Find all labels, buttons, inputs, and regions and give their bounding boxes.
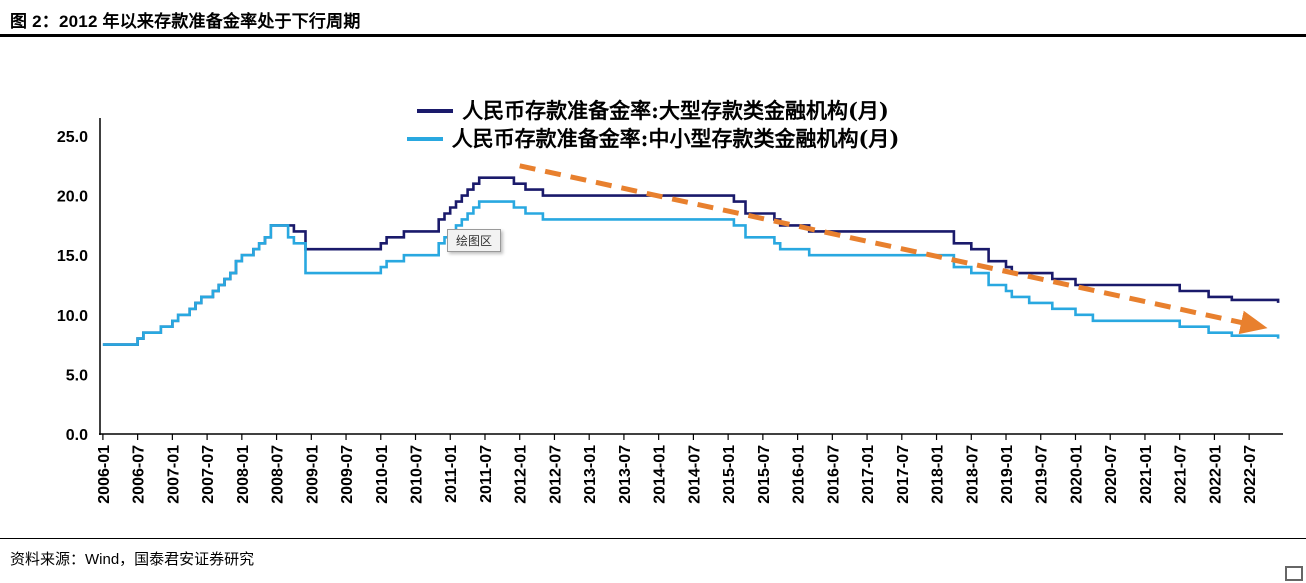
x-tick-label: 2008-07 bbox=[270, 445, 287, 504]
x-tick-label: 2016-07 bbox=[825, 445, 842, 504]
x-tick-label: 2006-01 bbox=[96, 445, 113, 504]
x-tick-label: 2020-07 bbox=[1103, 445, 1120, 504]
x-tick-label: 2009-07 bbox=[339, 445, 356, 504]
y-tick-label: 0.0 bbox=[66, 427, 88, 444]
x-tick-label: 2007-01 bbox=[165, 445, 182, 504]
x-tick-label: 2007-07 bbox=[200, 445, 217, 504]
x-tick-label: 2006-07 bbox=[131, 445, 148, 504]
x-tick-label: 2017-01 bbox=[860, 445, 877, 504]
x-tick-label: 2014-07 bbox=[686, 445, 703, 504]
x-tick-label: 2022-01 bbox=[1207, 445, 1224, 504]
figure-title: 图 2：2012 年以来存款准备金率处于下行周期 bbox=[10, 12, 361, 31]
chart-legend: 人民币存款准备金率:大型存款类金融机构(月) 人民币存款准备金率:中小型存款类金… bbox=[0, 99, 1306, 150]
x-tick-label: 2010-07 bbox=[409, 445, 426, 504]
x-tick-label: 2016-01 bbox=[791, 445, 808, 504]
x-tick-label: 2011-07 bbox=[478, 445, 495, 503]
x-tick-label: 2018-07 bbox=[964, 445, 981, 504]
title-divider bbox=[0, 34, 1306, 37]
x-tick-label: 2012-01 bbox=[513, 445, 530, 504]
trend-arrow bbox=[519, 163, 1268, 335]
x-tick-label: 2015-01 bbox=[721, 445, 738, 504]
chart-area[interactable]: 0.0 5.0 10.0 15.0 20.0 25.0 2006-01 2006-07 2007… bbox=[0, 37, 1306, 537]
legend-item-large-banks: 人民币存款准备金率:大型存款类金融机构(月) bbox=[417, 99, 889, 122]
x-tick-label: 2020-01 bbox=[1069, 445, 1086, 504]
x-tick-label: 2013-07 bbox=[617, 445, 634, 504]
legend-label-large: 人民币存款准备金率:大型存款类金融机构(月) bbox=[462, 98, 889, 123]
series-line-small-banks bbox=[102, 200, 1280, 346]
x-tick-label: 2012-07 bbox=[548, 445, 565, 504]
x-tick-label: 2021-01 bbox=[1138, 445, 1155, 504]
x-tick-label: 2015-07 bbox=[756, 445, 773, 504]
footer-divider bbox=[0, 538, 1306, 539]
x-tick-label: 2013-01 bbox=[582, 445, 599, 504]
legend-item-small-banks: 人民币存款准备金率:中小型存款类金融机构(月) bbox=[406, 126, 900, 152]
corner-artifact bbox=[1285, 566, 1303, 581]
y-tick-label: 5.0 bbox=[66, 367, 88, 384]
x-tick-label: 2008-01 bbox=[235, 445, 252, 504]
y-tick-label: 25.0 bbox=[57, 129, 88, 146]
x-tick-label: 2010-01 bbox=[374, 445, 391, 504]
y-tick-label: 20.0 bbox=[57, 189, 88, 206]
y-tick-label: 10.0 bbox=[57, 308, 88, 325]
legend-line-swatch-small bbox=[406, 136, 443, 141]
x-tick-label: 2014-01 bbox=[652, 445, 669, 504]
legend-label-small: 人民币存款准备金率:中小型存款类金融机构(月) bbox=[451, 126, 900, 152]
x-tick-label: 2009-01 bbox=[304, 445, 321, 504]
x-tick-label: 2018-01 bbox=[930, 445, 947, 504]
x-tick-label: 2011-01 bbox=[443, 445, 460, 503]
x-tick-label: 2022-07 bbox=[1242, 445, 1259, 504]
plot-area-tooltip: 绘图区 bbox=[447, 229, 502, 252]
y-tick-label: 15.0 bbox=[57, 248, 88, 265]
x-tick-label: 2019-07 bbox=[1034, 445, 1051, 504]
x-tick-label: 2019-01 bbox=[999, 445, 1016, 504]
x-tick-label: 2021-07 bbox=[1173, 445, 1190, 504]
x-tick-label: 2017-07 bbox=[895, 445, 912, 504]
source-note: 资料来源：Wind，国泰君安证券研究 bbox=[10, 551, 255, 568]
legend-line-swatch-large bbox=[417, 108, 454, 113]
